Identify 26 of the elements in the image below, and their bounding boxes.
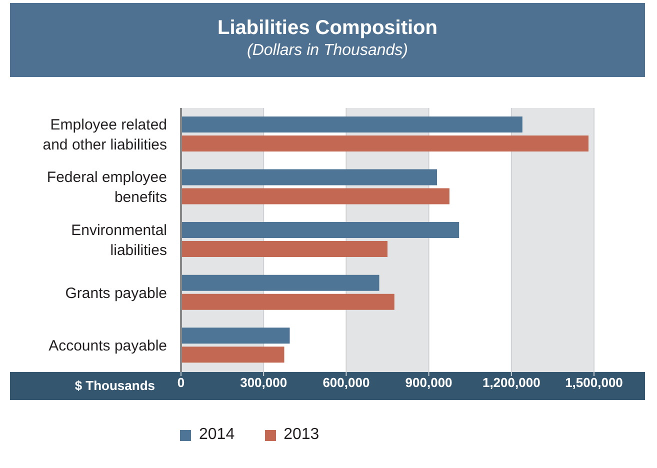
x-tick-label: 600,000 <box>322 375 370 390</box>
x-tick-label: 0 <box>177 375 185 390</box>
bar <box>181 346 284 363</box>
y-tick-label: Grants payable <box>65 284 167 302</box>
chart-subtitle: (Dollars in Thousands) <box>246 42 409 60</box>
y-tick-label: Federal employee benefits <box>46 168 167 206</box>
bar <box>181 294 394 310</box>
bar <box>181 241 388 258</box>
y-tick-label: Accounts payable <box>48 337 167 354</box>
x-tick-label: 1,500,000 <box>565 375 623 390</box>
x-tick-label: 1,200,000 <box>482 375 540 390</box>
x-axis-title: $ Thousands <box>74 378 155 393</box>
bar <box>181 274 380 291</box>
bar <box>181 135 588 152</box>
bar <box>181 188 450 204</box>
bar <box>181 169 438 186</box>
y-tick-label: Employee related and other liabilities <box>42 116 167 153</box>
bar <box>181 222 460 238</box>
legend-label: 2013 <box>284 426 320 444</box>
bar <box>181 116 522 132</box>
chart-title: Liabilities Composition <box>216 17 438 40</box>
bar <box>181 328 290 344</box>
legend-label: 2014 <box>199 426 235 444</box>
x-tick-label: 300,000 <box>240 375 288 390</box>
x-tick-label: 900,000 <box>405 375 452 390</box>
y-tick-label: Environmental liabilities <box>71 222 167 258</box>
